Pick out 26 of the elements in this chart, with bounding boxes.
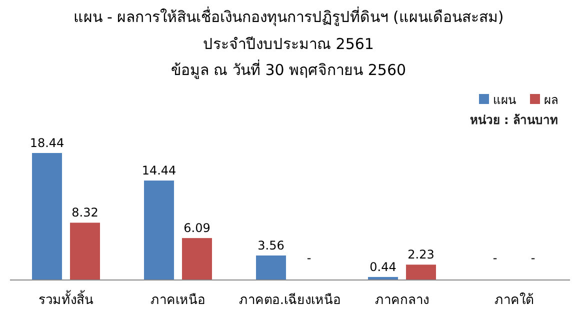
bar bbox=[144, 180, 174, 280]
data-label: 18.44 bbox=[30, 136, 64, 150]
data-label: 6.09 bbox=[184, 221, 210, 236]
data-label: 2.23 bbox=[408, 248, 434, 262]
chart-title: แผน - ผลการให้สินเชื่อเงินกองทุนการปฏิรูปที่ดินฯ (แผนเดือนสะสม) bbox=[73, 6, 504, 27]
x-tick-label: ภาคใต้ bbox=[494, 292, 534, 308]
x-tick-label: ภาคเหนือ bbox=[150, 292, 206, 308]
data-label: 8.32 bbox=[72, 206, 98, 220]
x-tick-label: รวมทั้งสิ้น bbox=[38, 290, 94, 308]
bar bbox=[182, 238, 212, 280]
bar bbox=[70, 222, 100, 280]
text: - bbox=[530, 251, 536, 265]
text: - bbox=[492, 251, 498, 265]
data-label: 3.56 bbox=[258, 238, 284, 252]
text: หน่วย : ล้านบาท bbox=[470, 113, 558, 127]
legend-label: ผล bbox=[544, 93, 558, 107]
x-tick-label: ภาคกลาง bbox=[375, 293, 429, 308]
legend-label: แผน bbox=[493, 93, 516, 107]
x-tick-label: ภาคตอ.เฉียงเหนือ bbox=[238, 292, 342, 308]
bar bbox=[256, 255, 286, 280]
bar bbox=[32, 153, 62, 280]
data-label: 0.44 bbox=[370, 260, 396, 274]
chart-subtitle: ประจำปีงบประมาณ 2561 ข้อมูล ณ วันที่ 30 พฤศจิกายน 2560 bbox=[170, 35, 406, 79]
text: - bbox=[306, 251, 312, 265]
bar bbox=[406, 264, 436, 280]
data-label: 14.44 bbox=[142, 164, 176, 178]
